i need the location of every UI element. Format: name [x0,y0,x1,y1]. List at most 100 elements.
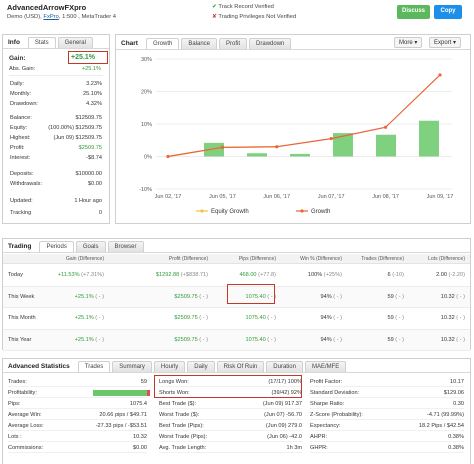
tab-hourly[interactable]: Hourly [153,361,186,372]
stat-row: Worst Trade ($): (Jun 07) -56.70 [159,410,302,420]
win-cell: 94% ( - ) [320,293,342,300]
tab-goals[interactable]: Goals [75,241,106,252]
tab-balance[interactable]: Balance [181,38,218,49]
legend-growth: Growth [311,209,330,215]
stat-label: Trades: [8,379,27,385]
stat-tracking: Tracking 0 [10,210,102,216]
stat-row: Average Win: 20.66 pips / $49.71 [8,410,147,420]
trades-cell: 59 ( - ) [387,315,405,321]
stat-value: -4.71 (99.99%) [426,412,464,418]
abs-gain-label: Abs. Gain: [9,66,36,72]
win-cell: 100% (+25%) [307,272,342,278]
chevron-down-icon: ▾ [453,40,457,46]
stat-row: Trades: 59 [8,377,147,387]
lots-cell: 10.32 ( - ) [440,315,465,321]
header-win: Win % (Difference) [300,256,342,262]
info-panel: Info Stats General Gain: +25.1% Abs. Gai… [2,34,110,224]
discuss-button[interactable]: Discuss [397,5,430,19]
stat-label: Shorts Won: [159,390,190,396]
export-dropdown[interactable]: Export ▾ [429,37,462,48]
gain-cell: +25.1% ( - ) [74,336,104,343]
table-row: This Month +25.1% ( - ) $2509.75 ( - ) 1075… [3,308,470,330]
lots-cell: 2.00 (-2.20) [436,272,465,278]
more-dropdown[interactable]: More ▾ [394,37,423,48]
pips-cell: 1075.40 ( - ) [245,336,277,343]
stat-highest: Highest: (Jun 09) $12509.75 [10,135,102,141]
tab-profit[interactable]: Profit [219,38,248,49]
profit-cell: $1292.88 (+$838.71) [155,272,208,278]
tab-risk-of-ruin[interactable]: Risk Of Ruin [216,361,265,372]
profitability-bar [93,390,150,396]
tab-duration[interactable]: Duration [266,361,303,372]
stat-label: Z-Score (Probability): [310,412,363,418]
stat-value: 20.66 pips / $49.71 [99,412,147,418]
stat-value: $129.06 [443,390,464,396]
copy-button[interactable]: Copy [434,5,462,19]
tab-drawdown[interactable]: Drawdown [249,38,292,49]
stat-drawdown: Drawdown: 4.32% [10,101,102,107]
y-tick-label: -10% [139,187,152,193]
privileges-status: ✘ Trading Privileges Not Verified [212,14,296,20]
tab-summary[interactable]: Summary [112,361,152,372]
y-tick-label: 0% [144,155,152,161]
stat-label: Profit Factor: [310,379,343,385]
bar [376,134,396,157]
period-label: Today [8,272,23,278]
stat-label: Best Trade (Pips): [159,423,204,429]
bar [204,142,224,157]
header-pips: Pips (Difference) [238,256,276,262]
stat-daily: Daily: 3.23% [10,81,102,87]
stat-row: Avg. Trade Length: 1h 3m [159,443,302,453]
tab-periods[interactable]: Periods [39,241,74,252]
stat-row: Best Trade ($): (Jun 09) 917.37 [159,399,302,409]
tab-mae-mfe[interactable]: MAE/MFE [304,361,347,372]
tab-daily[interactable]: Daily [187,361,215,372]
stat-row: Commissions: $0.00 [8,443,147,453]
tab-browser[interactable]: Browser [107,241,144,252]
cross-icon: ✘ [212,14,217,20]
growth-point [438,73,442,77]
period-label: This Month [8,315,36,321]
stat-label: Commissions: [8,445,44,451]
x-tick-label: Jun 09, '17 [427,194,454,200]
profit-cell: $2509.75 ( - ) [174,336,208,343]
lots-cell: 10.32 ( - ) [440,293,465,300]
tab-trades[interactable]: Trades [77,361,111,372]
x-tick-label: Jun 06, '17 [263,194,290,200]
header-trades: Trades (Difference) [361,256,404,262]
stat-value: 1075.4 [129,401,147,407]
broker-link[interactable]: FxPro [43,14,59,20]
stat-label: GHPR: [310,445,328,451]
tab-general[interactable]: General [57,37,93,48]
stat-row: Z-Score (Probability): -4.71 (99.99%) [310,410,464,420]
y-tick-label: 20% [141,90,152,96]
bar [247,153,267,157]
gain-label: Gain: [9,55,26,62]
stat-equity: Equity: (100.00%) $12509.75 [10,125,102,131]
gain-cell: +25.1% ( - ) [74,315,104,321]
check-icon: ✔ [212,4,217,10]
trading-panel: Trading Periods Goals Browser Gain (Diff… [2,238,471,351]
tab-stats[interactable]: Stats [27,37,56,48]
header-lots: Lots (Difference) [428,256,465,262]
tab-info[interactable]: Info [8,39,20,46]
stat-profit: Profit: $2509.75 [10,145,102,151]
stat-label: Expectancy: [310,423,341,429]
stat-row: Average Loss: -27.33 pips / -$53.51 [8,421,147,431]
stat-label: Profitability: [8,390,37,396]
table-row: Today +11.53% (+7.31%) $1292.88 (+$838.71)… [3,265,470,287]
stat-label: Average Win: [8,412,42,418]
win-cell: 94% ( - ) [320,315,342,321]
profit-cell: $2509.75 ( - ) [174,293,208,300]
profit-cell: $2509.75 ( - ) [174,315,208,321]
bar [333,133,353,157]
trading-label: Trading [8,243,32,250]
stat-label: Worst Trade (Pips): [159,434,208,440]
stat-value: 1h 3m [286,445,302,451]
stat-value: 0.30 [453,401,464,407]
stat-value: (Jun 09) 917.37 [262,401,302,407]
stat-value: -27.33 pips / -$53.51 [95,423,147,429]
tab-growth[interactable]: Growth [145,38,180,49]
account-type: Demo (USD), [7,14,42,20]
stat-row: AHPR: 0.38% [310,432,464,442]
